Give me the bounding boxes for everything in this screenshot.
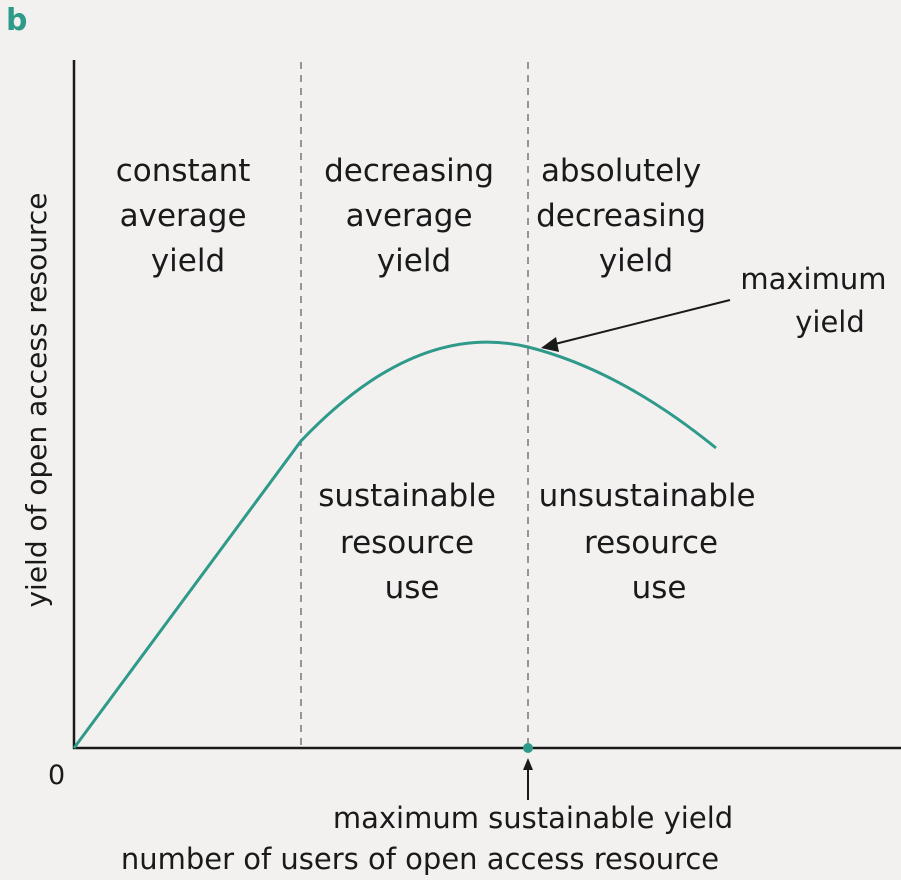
region-label-decreasing-average-yield: decreasing average yield	[324, 153, 504, 279]
region-label-constant-average-yield: constant average yield	[116, 153, 261, 279]
y-axis-label: yield of open access resource	[20, 192, 53, 607]
region-1-line-1: constant	[116, 153, 251, 189]
max-yield-line-2: yield	[795, 305, 865, 339]
use-label-unsustainable: unsustainable resource use	[539, 478, 766, 606]
use-2-line-3: use	[632, 570, 687, 606]
use-2-line-1: unsustainable	[539, 478, 756, 514]
yield-curve	[72, 340, 717, 749]
use-1-line-2: resource	[340, 525, 474, 561]
region-label-absolutely-decreasing-yield: absolutely decreasing yield	[536, 153, 716, 279]
msy-point	[523, 743, 533, 753]
use-2-line-2: resource	[584, 525, 718, 561]
use-label-sustainable: sustainable resource use	[318, 478, 506, 606]
use-1-line-3: use	[385, 570, 440, 606]
max-yield-arrow-head	[541, 337, 559, 352]
region-3-line-1: absolutely	[541, 153, 701, 189]
max-yield-line-1: maximum	[740, 262, 886, 296]
region-1-line-2: average	[120, 198, 247, 234]
region-2-line-3: yield	[377, 243, 451, 279]
region-3-line-3: yield	[599, 243, 673, 279]
region-2-line-1: decreasing	[324, 153, 494, 189]
msy-arrow-head	[523, 758, 533, 770]
region-3-line-2: decreasing	[536, 198, 706, 234]
region-1-line-3: yield	[151, 243, 225, 279]
msy-label: maximum sustainable yield	[333, 801, 733, 835]
panel-label: b	[6, 3, 27, 38]
x-axis-label: number of users of open access resource	[121, 842, 719, 876]
origin-label: 0	[48, 760, 65, 791]
use-1-line-1: sustainable	[318, 478, 496, 514]
max-yield-label: maximum yield	[740, 262, 895, 339]
region-2-line-2: average	[346, 198, 473, 234]
max-yield-arrow-shaft	[554, 299, 731, 345]
